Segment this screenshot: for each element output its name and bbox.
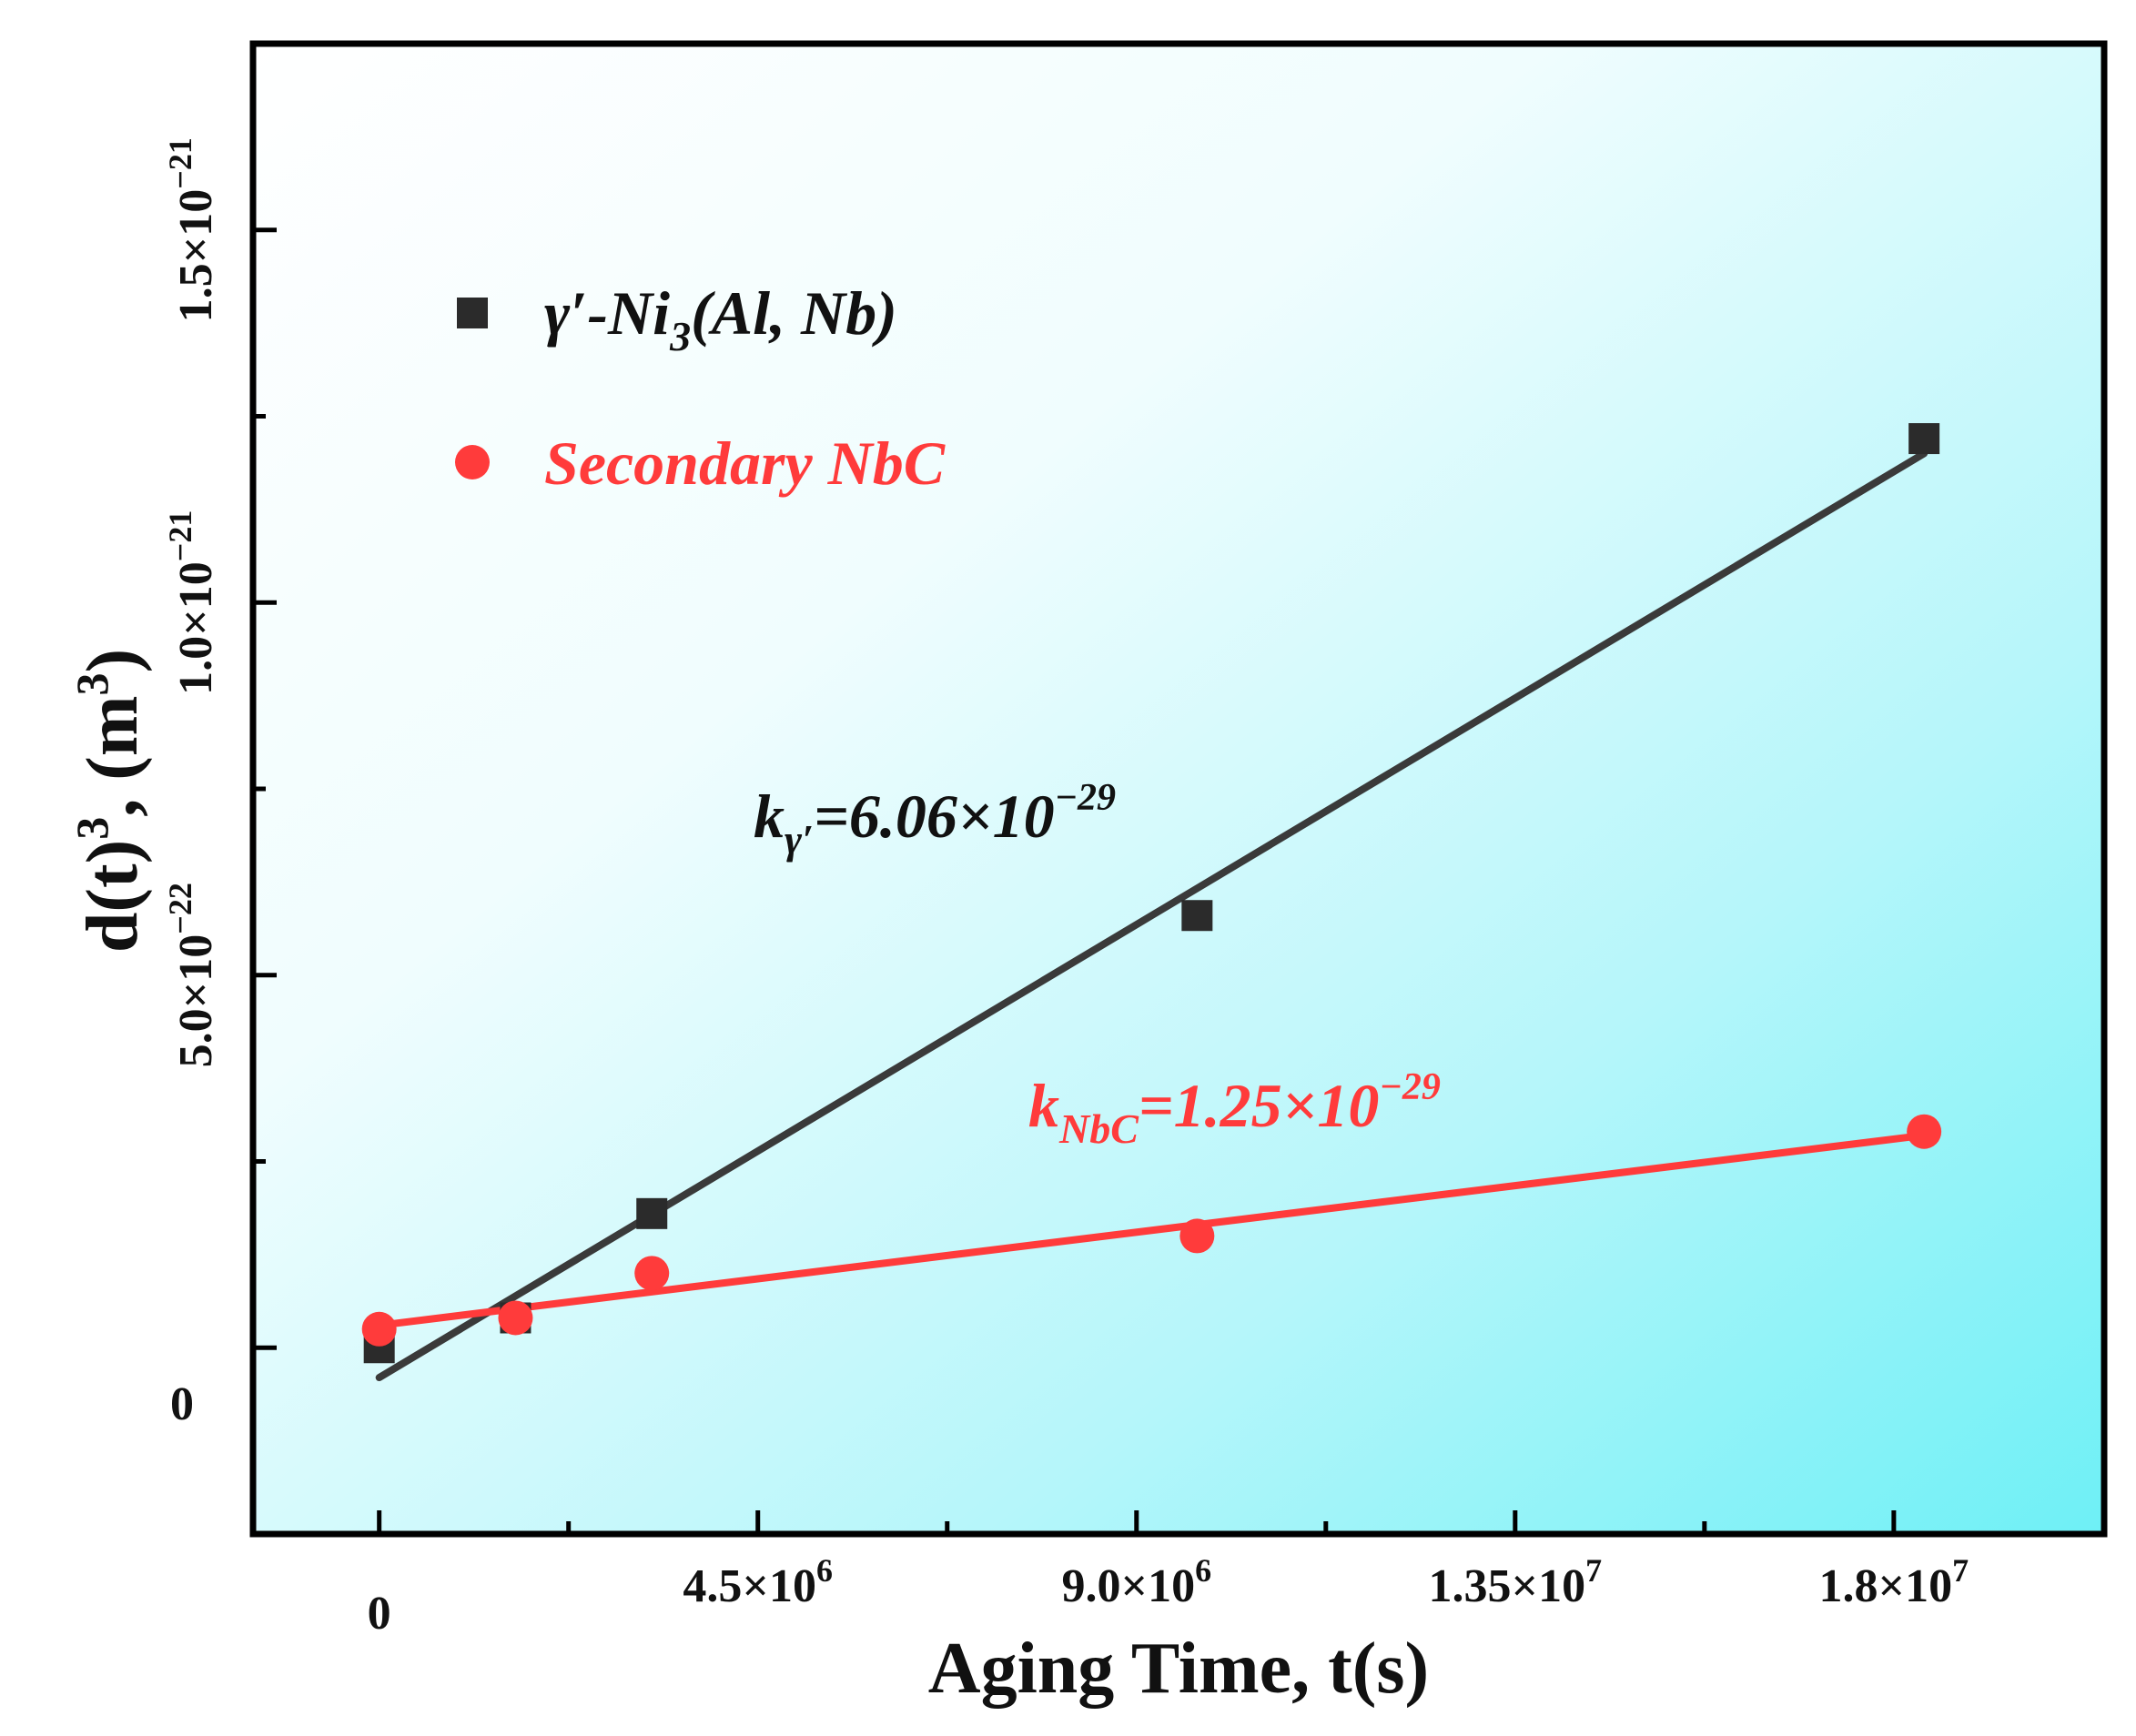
y-tick-label-0: 0 [170, 1378, 194, 1430]
x-tick-label-2: 9.0×106 [1061, 1552, 1211, 1612]
x-tick-exp-2: 6 [1195, 1552, 1211, 1589]
anno-gamma-text: =6.06×10 [814, 782, 1055, 851]
y-axis-title: d(t)3, (m3) [66, 649, 153, 953]
x-tick-label-3: 1.35×107 [1428, 1552, 1602, 1612]
point-series-0-2 [636, 1197, 668, 1229]
anno-nbc-sub: NbC [1058, 1105, 1139, 1152]
fit-line-1 [375, 1131, 1928, 1329]
x-tick-mantissa-3: 1.35×10 [1428, 1560, 1585, 1612]
anno-gamma-main: k [754, 782, 785, 851]
x-tick-mantissa-1: 4.5×10 [683, 1560, 816, 1612]
y-tick-label-1: 5.0×10−22 [162, 883, 222, 1067]
point-series-0-4 [1908, 423, 1940, 455]
y-title-exp: 3 [66, 817, 117, 840]
legend-label-gamma-prime: γ′-Ni3(Al, Nb) [544, 278, 897, 359]
annotation-k-gamma: kγ′=6.06×10−29 [754, 777, 1116, 863]
x-axis-title: Aging Time, t(s) [928, 1629, 1429, 1709]
annotation-k-nbc: kNbC=1.25×10−29 [1028, 1066, 1441, 1152]
x-tick-label-0: 0 [368, 1588, 391, 1640]
anno-gamma-sub: γ′ [785, 816, 814, 863]
x-tick-label-4: 1.8×107 [1819, 1552, 1969, 1612]
y-tick-label-2: 1.0×10−21 [162, 510, 222, 695]
x-tick-mantissa-4: 1.8×10 [1819, 1560, 1953, 1612]
x-tick-mantissa-2: 9.0×10 [1061, 1560, 1195, 1612]
y-title-base: d(t) [73, 840, 153, 953]
y-tick-labels: 05.0×10−221.0×10−211.5×10−21 [162, 137, 222, 1430]
y-tick-mantissa-2: 1.0×10 [170, 561, 222, 695]
x-tick-exp-1: 6 [816, 1552, 833, 1589]
legend-gamma-post: (Al, Nb) [691, 278, 897, 348]
point-series-1-1 [498, 1300, 533, 1336]
y-title-unit-pre: , (m [73, 695, 153, 816]
anno-nbc-sup: −29 [1379, 1066, 1440, 1108]
legend-marker-circle [455, 445, 490, 479]
x-tick-exp-4: 7 [1952, 1552, 1969, 1589]
legend-marker-square [457, 298, 488, 328]
anno-nbc-text: =1.25×10 [1139, 1071, 1380, 1140]
y-tick-exp-3: −21 [162, 137, 198, 189]
point-series-1-2 [634, 1256, 670, 1291]
y-tick-exp-1: −22 [162, 883, 198, 934]
point-series-1-3 [1179, 1218, 1215, 1254]
y-title-unit-post: ) [73, 649, 153, 673]
x-tick-exp-3: 7 [1585, 1552, 1602, 1589]
y-tick-exp-2: −21 [162, 510, 198, 562]
plot-background [253, 44, 2104, 1534]
x-tick-mantissa-0: 0 [368, 1588, 391, 1640]
y-title-unit-exp: 3 [66, 672, 117, 695]
data-points [361, 423, 1942, 1364]
point-series-1-4 [1907, 1114, 1942, 1149]
y-tick-label-3: 1.5×10−21 [162, 137, 222, 322]
y-tick-mantissa-1: 5.0×10 [170, 934, 222, 1068]
axis-ticks [253, 227, 1897, 1534]
legend-gamma-sub: 3 [669, 313, 691, 359]
point-series-1-0 [361, 1311, 397, 1347]
legend: γ′-Ni3(Al, Nb) Secondary NbC [455, 278, 946, 498]
anno-gamma-sup: −29 [1055, 777, 1116, 819]
x-tick-label-1: 4.5×106 [683, 1552, 833, 1612]
x-tick-labels: 04.5×106 9.0×106 1.35×107 1.8×107 [368, 1552, 1969, 1640]
legend-label-secondary-nbc: Secondary NbC [544, 429, 946, 498]
anno-nbc-main: k [1028, 1071, 1059, 1140]
point-series-0-3 [1181, 900, 1213, 932]
legend-gamma-main: γ′-Ni [544, 278, 670, 348]
y-tick-mantissa-3: 1.5×10 [170, 189, 222, 323]
